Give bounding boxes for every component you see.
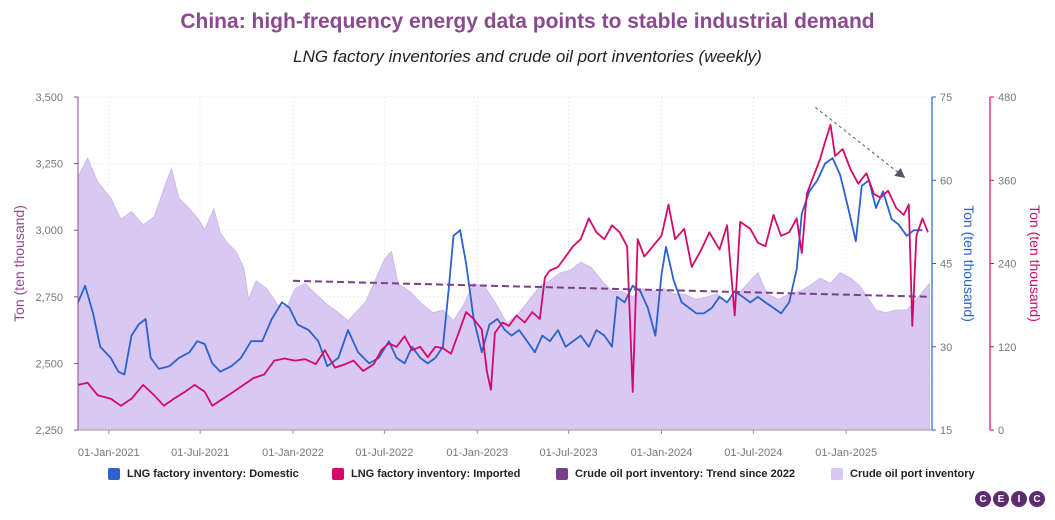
trend-arrow-annotation [815,107,906,179]
x-tick-label: 01-Jul-2023 [540,447,598,459]
x-tick-label: 01-Jan-2025 [815,447,877,459]
middle-axis-tick-label: 75 [940,92,952,104]
middle-axis-tick-label: 60 [940,175,952,187]
crude-oil-trend-line [292,279,930,298]
left-axis-tick-label: 3,500 [35,92,63,104]
chart-title: China: high-frequency energy data points… [180,10,875,33]
x-tick-label: 01-Jan-2023 [446,447,508,459]
lng-imported-line [77,123,929,407]
left-axis-tick-label: 2,500 [35,358,63,370]
legend-item-crude-inventory[interactable]: Crude oil port inventory [831,468,975,480]
middle-axis-title: Ton (ten thousand) [961,205,977,322]
legend-swatch-crude-inventory [831,468,843,480]
right-axis-tick-label: 0 [998,425,1004,437]
left-axis-tick-label: 3,000 [35,225,63,237]
right-axis-tick-label: 120 [998,342,1016,354]
legend-swatch-lng-imported [332,468,344,480]
legend: LNG factory inventory: Domestic LNG fact… [0,468,1055,484]
x-tick-label: 01-Jul-2022 [355,447,413,459]
legend-item-lng-imported[interactable]: LNG factory inventory: Imported [332,468,520,480]
x-tick-label: 01-Jan-2021 [78,447,140,459]
legend-item-lng-domestic[interactable]: LNG factory inventory: Domestic [108,468,299,480]
x-tick-label: 01-Jan-2024 [631,447,693,459]
lng-domestic-line [77,157,923,376]
chart-subtitle: LNG factory inventories and crude oil po… [293,47,762,66]
legend-label: LNG factory inventory: Imported [351,468,521,480]
crude-oil-inventory-area [77,157,931,431]
middle-axis-tick-label: 45 [940,259,952,271]
right-axis-tick-label: 240 [998,259,1016,271]
x-tick-label: 01-Jan-2022 [262,447,324,459]
legend-swatch-crude-trend [556,468,568,480]
logo-letter: E [993,491,1009,507]
legend-swatch-lng-domestic [108,468,120,480]
x-tick-label: 01-Jul-2021 [171,447,229,459]
left-axis-title: Ton (ten thousand) [11,205,27,322]
left-axis-tick-label: 2,250 [35,425,63,437]
ceic-logo: C E I C [975,491,1045,507]
logo-letter: I [1011,491,1027,507]
middle-axis-tick-label: 30 [940,342,952,354]
chart-canvas: 01-Jan-2021 01-Jul-2021 01-Jan-2022 01-Jul-… [11,92,1043,459]
left-axis-tick-label: 3,250 [35,159,63,171]
right-axis-tick-label: 360 [998,175,1016,187]
right-axis-tick-label: 480 [998,92,1016,104]
left-axis-tick-label: 2,750 [35,292,63,304]
legend-label: Crude oil port inventory [850,468,975,480]
logo-letter: C [1029,491,1045,507]
legend-item-crude-trend[interactable]: Crude oil port inventory: Trend since 20… [556,468,795,480]
middle-axis-tick-label: 15 [940,425,952,437]
legend-label: LNG factory inventory: Domestic [127,468,299,480]
legend-label: Crude oil port inventory: Trend since 20… [575,468,796,480]
x-tick-label: 01-Jul-2024 [724,447,782,459]
logo-letter: C [975,491,991,507]
right-axis-title: Ton (ten thousand) [1027,205,1043,322]
